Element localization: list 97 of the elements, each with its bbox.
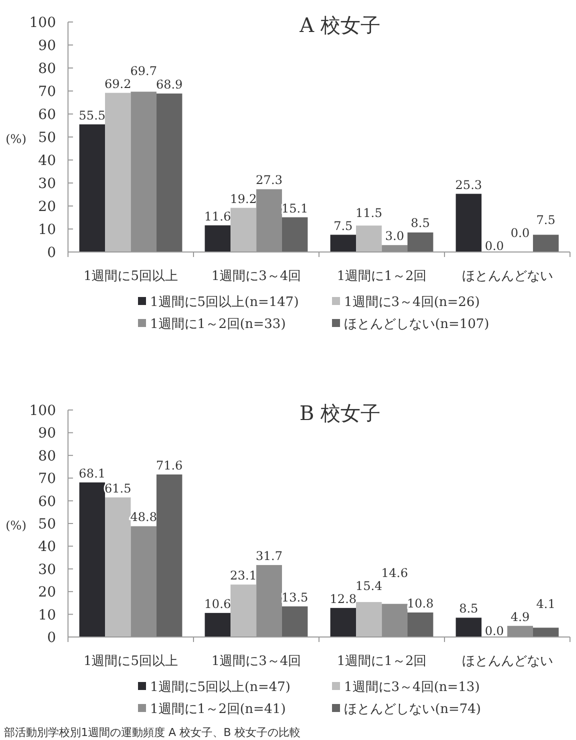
legend-label: 1週間に3～4回(n=13) — [344, 680, 480, 695]
bar — [282, 217, 308, 252]
bar — [330, 234, 356, 252]
bar — [407, 232, 434, 252]
data-label: 10.8 — [406, 596, 434, 610]
y-tick-label: 20 — [38, 584, 56, 601]
y-tick-label: 50 — [38, 516, 56, 532]
legend-label: ほとんどしない(n=74) — [344, 702, 481, 717]
bar — [105, 497, 131, 637]
data-label: 4.9 — [510, 610, 530, 624]
data-label: 27.3 — [256, 173, 282, 188]
x-tick-label: 1週間に3～4回 — [211, 269, 302, 284]
bar — [204, 612, 231, 637]
data-label: 0.0 — [510, 226, 530, 240]
y-axis-title: (%) — [6, 132, 26, 146]
y-tick-label: 90 — [38, 38, 56, 54]
bar — [532, 234, 559, 252]
legend-label: 1週間に1～2回(n=41) — [150, 702, 286, 717]
y-tick-label: 40 — [38, 153, 56, 169]
bar — [79, 124, 106, 252]
data-label: 10.6 — [204, 596, 232, 611]
data-label: 0.0 — [484, 239, 504, 253]
data-label: 3.0 — [385, 229, 404, 244]
legend-label: 1週間に5回以上(n=47) — [150, 680, 290, 695]
data-label: 48.8 — [130, 510, 157, 524]
x-tick-label: 1週間に3～4回 — [211, 654, 302, 669]
y-tick-label: 30 — [38, 562, 56, 578]
y-tick-label: 50 — [38, 130, 56, 146]
bar — [230, 584, 256, 637]
data-label: 19.2 — [230, 192, 257, 206]
chart-title: A 校女子 — [298, 13, 380, 37]
bar — [407, 612, 434, 637]
bar — [79, 482, 106, 637]
y-tick-label: 90 — [38, 426, 56, 442]
data-label: 61.5 — [104, 481, 132, 496]
data-label: 15.1 — [281, 201, 308, 216]
data-label: 15.4 — [356, 578, 383, 593]
x-tick-label: 1週間に1～2回 — [336, 269, 427, 284]
data-label: 69.7 — [130, 64, 157, 78]
y-tick-label: 0 — [47, 245, 56, 261]
data-label: 4.1 — [536, 596, 556, 611]
data-label: 31.7 — [256, 549, 282, 564]
y-tick-label: 70 — [38, 471, 56, 488]
data-label: 55.5 — [78, 108, 106, 122]
legend-label: ほとんどしない(n=107) — [344, 317, 490, 332]
data-label: 68.9 — [156, 78, 183, 92]
data-label: 11.5 — [356, 206, 382, 220]
bar — [204, 225, 231, 252]
data-label: 8.5 — [410, 216, 430, 230]
x-tick-label: ほとんんどない — [462, 654, 553, 669]
bar — [330, 608, 356, 637]
data-label: 69.2 — [104, 76, 132, 91]
data-label: 7.5 — [536, 213, 556, 227]
x-tick-label: 1週間に1～2回 — [336, 654, 427, 669]
bar — [156, 94, 182, 252]
data-label: 71.6 — [156, 458, 183, 472]
data-label: 25.3 — [455, 178, 482, 192]
bar — [105, 92, 131, 252]
y-tick-label: 100 — [29, 403, 56, 419]
y-tick-label: 10 — [38, 607, 56, 624]
bar — [282, 606, 308, 637]
bar — [230, 208, 256, 252]
bar — [156, 474, 182, 637]
bar — [456, 194, 482, 252]
legend-label: 1週間に3～4回(n=26) — [344, 295, 480, 310]
y-tick-label: 20 — [38, 199, 56, 215]
bar — [356, 602, 382, 637]
y-tick-label: 80 — [38, 61, 56, 77]
data-label: 8.5 — [459, 602, 478, 616]
legend-label: 1週間に5回以上(n=147) — [150, 295, 299, 310]
y-tick-label: 40 — [38, 539, 56, 556]
y-tick-label: 70 — [38, 84, 56, 100]
x-tick-label: 1週間に5回以上 — [83, 269, 178, 284]
y-tick-label: 60 — [38, 494, 56, 510]
text: 部活動別学校別1週間の運動頻度 A 校女子、B 校女子の比較 — [4, 726, 301, 739]
y-tick-label: 30 — [38, 176, 56, 192]
data-label: 11.6 — [204, 209, 232, 224]
legend-label: 1週間に1～2回(n=33) — [150, 317, 286, 332]
data-label: 68.1 — [78, 466, 106, 480]
data-label: 13.5 — [281, 590, 308, 604]
bar — [356, 226, 382, 252]
data-label: 14.6 — [381, 566, 408, 580]
data-label: 0.0 — [484, 624, 504, 638]
x-tick-label: ほとんんどない — [462, 269, 553, 284]
y-tick-label: 80 — [38, 448, 56, 464]
y-tick-label: 100 — [29, 15, 56, 31]
chart-title: B 校女子 — [299, 401, 381, 425]
x-tick-label: 1週間に5回以上 — [83, 654, 178, 669]
data-label: 23.1 — [230, 568, 257, 583]
bar — [456, 618, 482, 637]
data-label: 7.5 — [334, 218, 353, 233]
bar — [532, 628, 559, 637]
y-tick-label: 10 — [38, 222, 56, 238]
y-axis-title: (%) — [6, 518, 26, 532]
y-tick-label: 60 — [38, 107, 56, 123]
data-label: 12.8 — [330, 592, 357, 606]
y-tick-label: 0 — [47, 630, 56, 646]
